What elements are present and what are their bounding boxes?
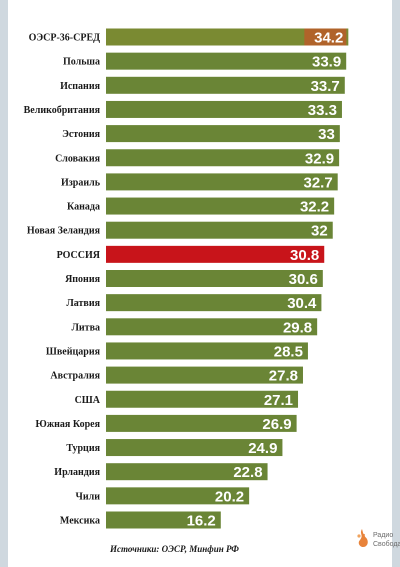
bar-oecd-average: [106, 28, 349, 46]
value-label: 32.7: [303, 174, 332, 191]
bar-15: [106, 390, 299, 408]
bar-2: [106, 76, 345, 94]
value-label: 24.9: [248, 440, 277, 457]
category-label: Испания: [60, 81, 101, 92]
bar-18: [106, 463, 268, 481]
value-label: 30.4: [287, 295, 317, 312]
value-label: 33.7: [311, 78, 340, 95]
value-label: 33: [318, 126, 335, 143]
category-label: Латвия: [66, 298, 100, 309]
category-label: Израиль: [61, 177, 101, 188]
value-label: 28.5: [274, 343, 303, 360]
category-label: Чили: [76, 491, 101, 502]
bar-13: [106, 342, 308, 360]
category-label: ОЭСР-36-СРЕД: [29, 33, 101, 44]
bar-19: [106, 487, 250, 505]
value-label: 30.8: [290, 247, 319, 264]
logo-line-2: Свобода: [373, 541, 400, 548]
bar-6: [106, 173, 338, 191]
category-label: США: [75, 395, 101, 406]
value-label: 27.1: [264, 392, 293, 409]
bar-12: [106, 318, 318, 336]
category-label: Литва: [71, 322, 100, 333]
bar-14: [106, 366, 303, 384]
source-note: Источники: ОЭСР, Минфин РФ: [110, 544, 239, 554]
oecd-value-highlight: [304, 28, 347, 46]
category-label: РОССИЯ: [57, 250, 101, 261]
bar-3: [106, 100, 342, 118]
chart-card: ОЭСР-36-СРЕД 34.2 Польша 33.9 Испания 33.7 Вел…: [8, 0, 400, 567]
category-label: Ирландия: [54, 467, 100, 478]
value-label: 22.8: [233, 464, 262, 481]
category-label: Турция: [66, 443, 100, 454]
value-label: 30.6: [289, 271, 318, 288]
category-label: Канада: [67, 202, 100, 213]
value-label: 16.2: [187, 513, 216, 530]
value-label: 20.2: [215, 488, 244, 505]
value-label: 33.9: [312, 54, 341, 71]
value-label: 32.9: [305, 150, 334, 167]
value-label: 32: [311, 223, 328, 240]
category-label: Эстония: [62, 129, 101, 140]
category-label: Словакия: [55, 153, 101, 164]
bar-16: [106, 414, 297, 432]
value-label: 34.2: [314, 30, 343, 47]
bar-russia: [106, 245, 325, 263]
bar-17: [106, 439, 283, 457]
bar-20: [106, 511, 221, 529]
value-label: 32.2: [300, 199, 329, 216]
category-label: Новая Зеландия: [27, 226, 101, 237]
value-label: 33.3: [308, 102, 337, 119]
category-label: Швейцария: [46, 346, 101, 357]
category-label: Южная Корея: [36, 419, 101, 430]
bar-7: [106, 197, 335, 215]
bar-1: [106, 52, 347, 70]
value-label: 27.8: [269, 368, 298, 385]
radio-svoboda-flame-icon: [357, 529, 368, 547]
bar-5: [106, 149, 340, 167]
logo-line-1: Радио: [373, 532, 394, 539]
bar-10: [106, 270, 323, 287]
category-label: Австралия: [50, 371, 100, 382]
category-label: Мексика: [60, 516, 100, 527]
bar-chart: ОЭСР-36-СРЕД 34.2 Польша 33.9 Испания 33.7 Вел…: [24, 28, 349, 530]
value-label: 26.9: [262, 416, 291, 433]
category-label: Великобритания: [24, 105, 101, 116]
bar-4: [106, 125, 340, 143]
radio-svoboda-logo: Радио Свобода: [354, 526, 400, 556]
bar-11: [106, 294, 322, 312]
bar-8: [106, 221, 333, 239]
category-label: Япония: [65, 274, 101, 285]
category-label: Польша: [63, 57, 100, 68]
value-label: 29.8: [283, 319, 312, 336]
